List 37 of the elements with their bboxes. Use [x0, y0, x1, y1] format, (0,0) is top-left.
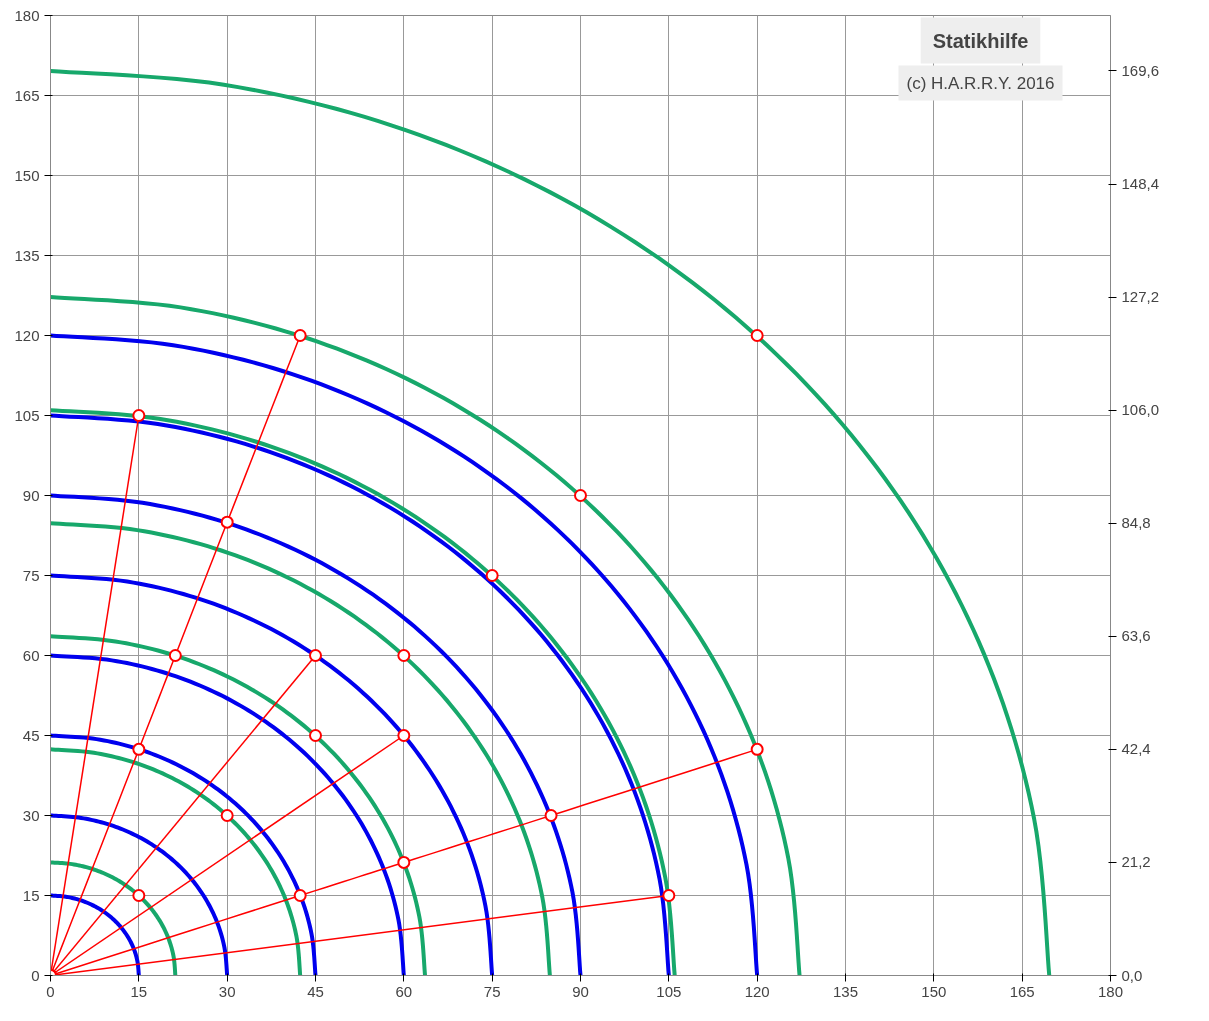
y2-tick-label: 127,2	[1121, 288, 1160, 306]
y2-tick-label: 42,4	[1121, 740, 1151, 758]
y-tick-label: 90	[22, 486, 40, 504]
y-tick-label: 150	[14, 166, 40, 184]
x-tick-label: 75	[483, 982, 501, 1000]
text: (c) H.A.R.R.Y. 2016	[906, 73, 1055, 93]
x-tick-label: 15	[130, 982, 148, 1000]
x-tick-label: 105	[656, 982, 682, 1000]
y-tick-label: 75	[22, 566, 40, 584]
y2-tick-label: 169,6	[1121, 61, 1160, 79]
y-tick-label: 135	[14, 246, 40, 264]
y2-tick-label: 148,4	[1121, 175, 1160, 193]
y-tick-label: 105	[14, 406, 40, 424]
x-tick-label: 135	[832, 982, 859, 1000]
x-tick-label: 30	[218, 982, 236, 1000]
y-tick-label: 165	[14, 86, 40, 104]
y-tick-label: 120	[14, 326, 40, 344]
y-tick-label: 45	[22, 726, 40, 744]
y-tick-label: 15	[22, 886, 40, 904]
x-tick-label: 120	[744, 982, 770, 1000]
x-tick-label: 90	[572, 982, 589, 1000]
y-tick-label: 30	[22, 806, 40, 824]
x-tick-label: 150	[921, 982, 947, 1000]
y-tick-label: 60	[22, 646, 40, 664]
y2-tick-label: 63,6	[1121, 627, 1151, 645]
x-tick-label: 180	[1097, 982, 1124, 1000]
x-tick-label: 0	[46, 982, 55, 1000]
x-tick-label: 165	[1009, 982, 1035, 1000]
x-tick-label: 60	[395, 982, 413, 1000]
y-tick-label: 180	[14, 6, 40, 24]
text: Statikhilfe	[932, 29, 1029, 52]
y2-tick-label: 21,2	[1121, 853, 1151, 871]
y2-tick-label: 84,8	[1121, 514, 1151, 532]
y2-tick-label: 0,0	[1121, 966, 1143, 984]
y2-tick-label: 106,0	[1121, 401, 1160, 419]
x-tick-label: 45	[307, 982, 324, 1000]
y-tick-label: 0	[31, 966, 40, 984]
